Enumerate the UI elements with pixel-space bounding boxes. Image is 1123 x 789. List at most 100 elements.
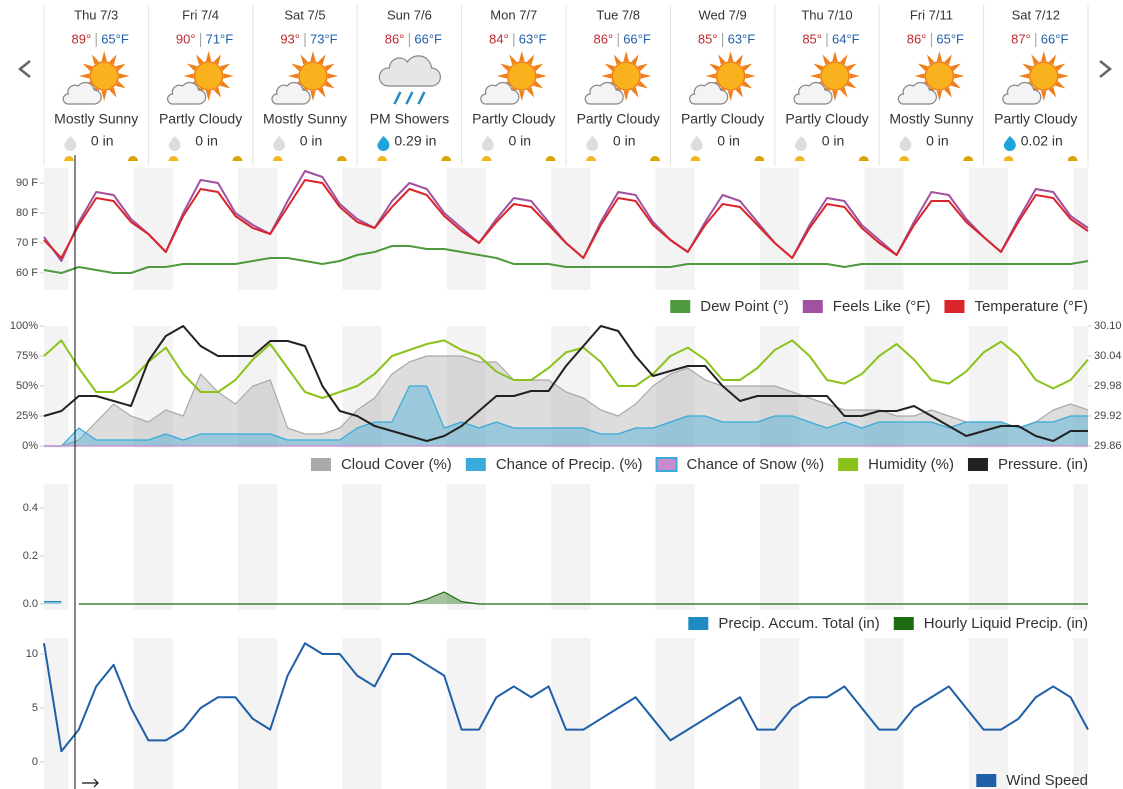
sun-ray — [327, 73, 338, 79]
y-tick-label: 0.2 — [23, 550, 38, 562]
day-cell: Sat 7/5 93° 73°F Mostly Sunny 0 in — [252, 5, 347, 166]
rain-drop — [405, 91, 414, 105]
drop-icon — [377, 136, 390, 151]
sun-ray — [735, 54, 744, 65]
sun-ray — [118, 73, 130, 79]
night-band — [44, 168, 69, 290]
sun-ray — [318, 54, 326, 65]
legend-label: Temperature (°F) — [974, 298, 1088, 315]
sun-ray — [613, 54, 622, 65]
night-band — [446, 638, 486, 789]
cloud — [793, 81, 833, 105]
sun-ray — [832, 51, 838, 62]
high-temp: 86° — [594, 31, 614, 46]
sun-ray — [205, 51, 212, 62]
sun-ray — [82, 63, 93, 71]
sun-ray — [944, 87, 952, 98]
sun-ray — [604, 63, 615, 71]
sun — [298, 61, 328, 91]
sun-ray — [526, 54, 535, 65]
sunrise-icon — [586, 156, 596, 161]
sun-ray — [623, 90, 629, 101]
low-temp: 64°F — [832, 31, 860, 46]
legend-label: Feels Like (°F) — [833, 298, 931, 315]
night-band — [446, 168, 486, 290]
sun-ray — [954, 73, 965, 79]
day-label: Wed 7/9 — [699, 7, 747, 22]
condition: Mostly Sunny — [889, 111, 973, 127]
day-label: Fri 7/11 — [910, 7, 953, 22]
night-bands — [44, 168, 1088, 789]
sun-ray — [718, 54, 726, 65]
day-cell: Fri 7/4 90° 71°F Partly Cloudy 0 in — [147, 5, 243, 166]
sun-ray — [742, 81, 753, 89]
day-cell: Sun 7/6 86° 66°F PM Showers 0.29 in — [356, 5, 452, 166]
sun-ray — [536, 73, 547, 79]
sun-ray — [950, 81, 962, 89]
sunset-icon — [1067, 156, 1078, 161]
high-temp: 86° — [385, 31, 405, 46]
sunrise-icon — [481, 156, 492, 161]
precip-amount: 0 in — [926, 133, 949, 149]
precip-amount: 0 in — [613, 133, 636, 149]
sun — [507, 61, 537, 91]
prev-arrow[interactable] — [17, 60, 31, 78]
day-label: Tue 7/8 — [596, 7, 640, 22]
next-arrow[interactable] — [1099, 60, 1113, 78]
sunrise-icon — [690, 156, 701, 161]
cloud — [1002, 81, 1042, 105]
area-line — [44, 385, 1088, 447]
sunset-icon — [336, 156, 347, 161]
weather-icon — [793, 51, 860, 105]
sun-ray — [509, 54, 517, 65]
y-tick-label: 100% — [10, 320, 38, 332]
sun-ray — [186, 63, 198, 71]
precip-amount: 0 in — [91, 133, 114, 149]
sun-ray — [1031, 54, 1039, 65]
y2-tick-label: 29.98 — [1094, 380, 1122, 392]
y2-tick-label: 30.10 — [1094, 320, 1122, 332]
night-band — [342, 326, 382, 448]
sun-ray — [631, 54, 639, 65]
sunset-icon — [545, 156, 556, 161]
legend-label: Dew Point (°) — [700, 298, 789, 315]
sun-ray — [288, 73, 299, 79]
legend-label: Cloud Cover (%) — [341, 456, 452, 473]
series-line — [43, 642, 1089, 753]
condition: Partly Cloudy — [159, 111, 242, 127]
low-temp: 63°F — [728, 31, 756, 46]
sun-ray — [496, 73, 508, 79]
day-label: Thu 7/3 — [74, 7, 118, 22]
sun-ray — [318, 87, 326, 98]
sun-ray — [115, 63, 126, 71]
precip-amount: 0 in — [717, 133, 740, 149]
night-band — [1073, 168, 1088, 290]
y-tick-label: 80 F — [16, 207, 38, 219]
low-temp: 65°F — [101, 31, 129, 46]
sun-ray — [1048, 87, 1057, 98]
precip-amount: 0.29 in — [394, 133, 436, 149]
sun-ray — [708, 63, 720, 71]
cloud — [584, 81, 624, 105]
sun-ray — [813, 63, 824, 71]
sun-ray — [324, 81, 335, 89]
low-temp: 63°F — [519, 31, 547, 46]
sun-ray — [109, 54, 117, 65]
sun-ray — [205, 90, 212, 101]
sun-ray — [533, 63, 544, 71]
series-line — [43, 245, 1089, 274]
day-label: Sat 7/12 — [1012, 7, 1060, 22]
sun-ray — [533, 81, 544, 89]
drop-icon — [586, 136, 599, 151]
drop-icon — [795, 136, 807, 151]
night-band — [760, 638, 800, 789]
sun-ray — [109, 87, 117, 98]
area-fill — [44, 356, 1088, 446]
legend-label: Humidity (%) — [868, 456, 954, 473]
area-fill — [44, 386, 1088, 446]
sun-ray — [846, 63, 857, 71]
day-cell: Wed 7/9 85° 63°F Partly Cloudy 0 in — [669, 5, 765, 166]
sun-ray — [637, 81, 648, 89]
precip-amount: 0 in — [300, 133, 323, 149]
cloud — [62, 81, 102, 105]
